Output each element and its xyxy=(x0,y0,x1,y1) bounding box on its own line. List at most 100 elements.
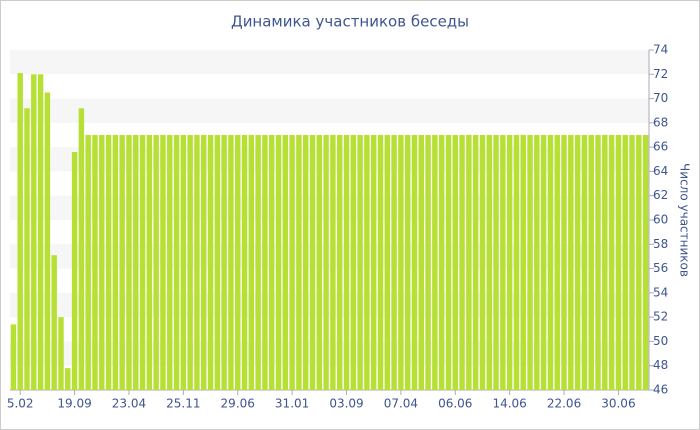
bar xyxy=(65,368,71,390)
bar xyxy=(180,135,187,390)
bar xyxy=(201,135,207,390)
bar xyxy=(282,135,289,390)
bar xyxy=(398,135,404,390)
y-tick-label: 72 xyxy=(653,67,668,81)
y-tick-label: 60 xyxy=(653,213,668,227)
bar xyxy=(235,135,241,390)
bar xyxy=(554,135,560,390)
bar xyxy=(262,135,268,390)
bar xyxy=(404,135,411,390)
bar xyxy=(268,135,275,390)
y-tick-label: 64 xyxy=(653,164,668,178)
bar xyxy=(425,135,431,390)
bar xyxy=(309,135,316,390)
bar xyxy=(194,135,200,390)
bar xyxy=(160,135,166,390)
bar xyxy=(214,135,221,390)
bar xyxy=(296,135,302,390)
bar xyxy=(493,135,499,390)
grid-band xyxy=(10,50,649,75)
bar xyxy=(459,135,465,390)
x-tick-label: 23.04 xyxy=(112,397,146,411)
bar xyxy=(248,135,255,390)
bar xyxy=(207,135,214,390)
bar xyxy=(357,135,363,390)
bar xyxy=(58,317,64,390)
bar xyxy=(588,135,594,390)
bar xyxy=(568,135,574,390)
y-tick-label: 62 xyxy=(653,188,668,202)
x-tick-label: 19.09 xyxy=(57,397,91,411)
bar xyxy=(506,135,513,390)
bar xyxy=(608,135,615,390)
bar xyxy=(561,135,567,390)
bar xyxy=(99,135,105,390)
bar xyxy=(241,135,248,390)
bar xyxy=(44,92,51,390)
bar xyxy=(330,135,336,390)
y-tick-label: 46 xyxy=(653,383,668,397)
bar xyxy=(119,135,125,390)
bar xyxy=(255,135,261,390)
bar xyxy=(78,108,85,391)
grid-band xyxy=(10,98,649,123)
bar xyxy=(343,135,350,390)
bar xyxy=(316,135,323,390)
bar xyxy=(629,135,635,390)
bar xyxy=(221,135,227,390)
x-tick-label: 22.06 xyxy=(547,397,581,411)
bar xyxy=(139,135,146,390)
bar xyxy=(636,135,642,390)
bar xyxy=(513,135,520,390)
bar xyxy=(486,135,492,390)
bar xyxy=(622,135,628,390)
y-tick-label: 50 xyxy=(653,334,668,348)
bar xyxy=(71,152,78,390)
x-tick-label: 5.02 xyxy=(7,397,34,411)
bar xyxy=(500,135,506,390)
bar xyxy=(445,135,452,390)
bar xyxy=(37,74,44,391)
bar xyxy=(520,135,526,390)
bar xyxy=(364,135,370,390)
x-tick-label: 25.11 xyxy=(166,397,200,411)
y-tick-label: 68 xyxy=(653,115,668,129)
bar xyxy=(411,135,418,390)
x-tick-label: 29.06 xyxy=(221,397,255,411)
bar xyxy=(438,135,445,390)
chart-title: Динамика участников беседы xyxy=(231,13,469,31)
bar xyxy=(615,135,622,390)
bar xyxy=(92,135,98,390)
bar xyxy=(51,255,57,390)
y-tick-label: 58 xyxy=(653,237,668,251)
bar xyxy=(31,74,37,391)
x-tick-label: 31.01 xyxy=(275,397,309,411)
bar xyxy=(173,135,180,390)
bar xyxy=(187,135,193,390)
bar xyxy=(391,135,397,390)
bar xyxy=(228,135,234,390)
bar xyxy=(167,135,173,390)
y-tick-label: 56 xyxy=(653,261,668,275)
bar xyxy=(112,135,119,390)
bar xyxy=(105,135,112,390)
bar xyxy=(377,135,384,390)
bar xyxy=(24,108,30,391)
bar xyxy=(126,135,132,390)
bar xyxy=(466,135,472,390)
bar xyxy=(133,135,139,390)
x-tick-label: 14.06 xyxy=(492,397,526,411)
bar xyxy=(534,135,540,390)
bar xyxy=(581,135,588,390)
bar xyxy=(472,135,479,390)
bar xyxy=(323,135,329,390)
bar xyxy=(370,135,377,390)
y-tick-label: 52 xyxy=(653,310,668,324)
y-tick-label: 74 xyxy=(653,43,668,57)
y-tick-label: 70 xyxy=(653,91,668,105)
bar xyxy=(275,135,282,390)
x-tick-label: 06.06 xyxy=(438,397,472,411)
bar xyxy=(527,135,533,390)
bar xyxy=(574,135,581,390)
x-tick-label: 30.06 xyxy=(601,397,635,411)
